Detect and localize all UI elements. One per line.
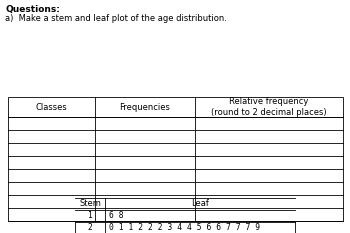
Bar <box>75 198 295 233</box>
Text: Leaf: Leaf <box>191 199 209 209</box>
Text: 1: 1 <box>88 212 92 220</box>
Text: Questions:: Questions: <box>5 5 60 14</box>
Text: a)  Make a stem and leaf plot of the age distribution.: a) Make a stem and leaf plot of the age … <box>5 14 227 23</box>
Bar <box>8 97 343 221</box>
Text: 2: 2 <box>88 223 92 233</box>
Text: Classes: Classes <box>36 103 67 112</box>
Text: Relative frequency
(round to 2 decimal places): Relative frequency (round to 2 decimal p… <box>211 97 327 117</box>
Text: 6 8: 6 8 <box>109 212 124 220</box>
Text: Frequencies: Frequencies <box>120 103 170 112</box>
Text: Stem: Stem <box>79 199 101 209</box>
Text: 0 1 1 2 2 2 3 4 4 5 6 6 7 7 7 9: 0 1 1 2 2 2 3 4 4 5 6 6 7 7 7 9 <box>109 223 260 233</box>
